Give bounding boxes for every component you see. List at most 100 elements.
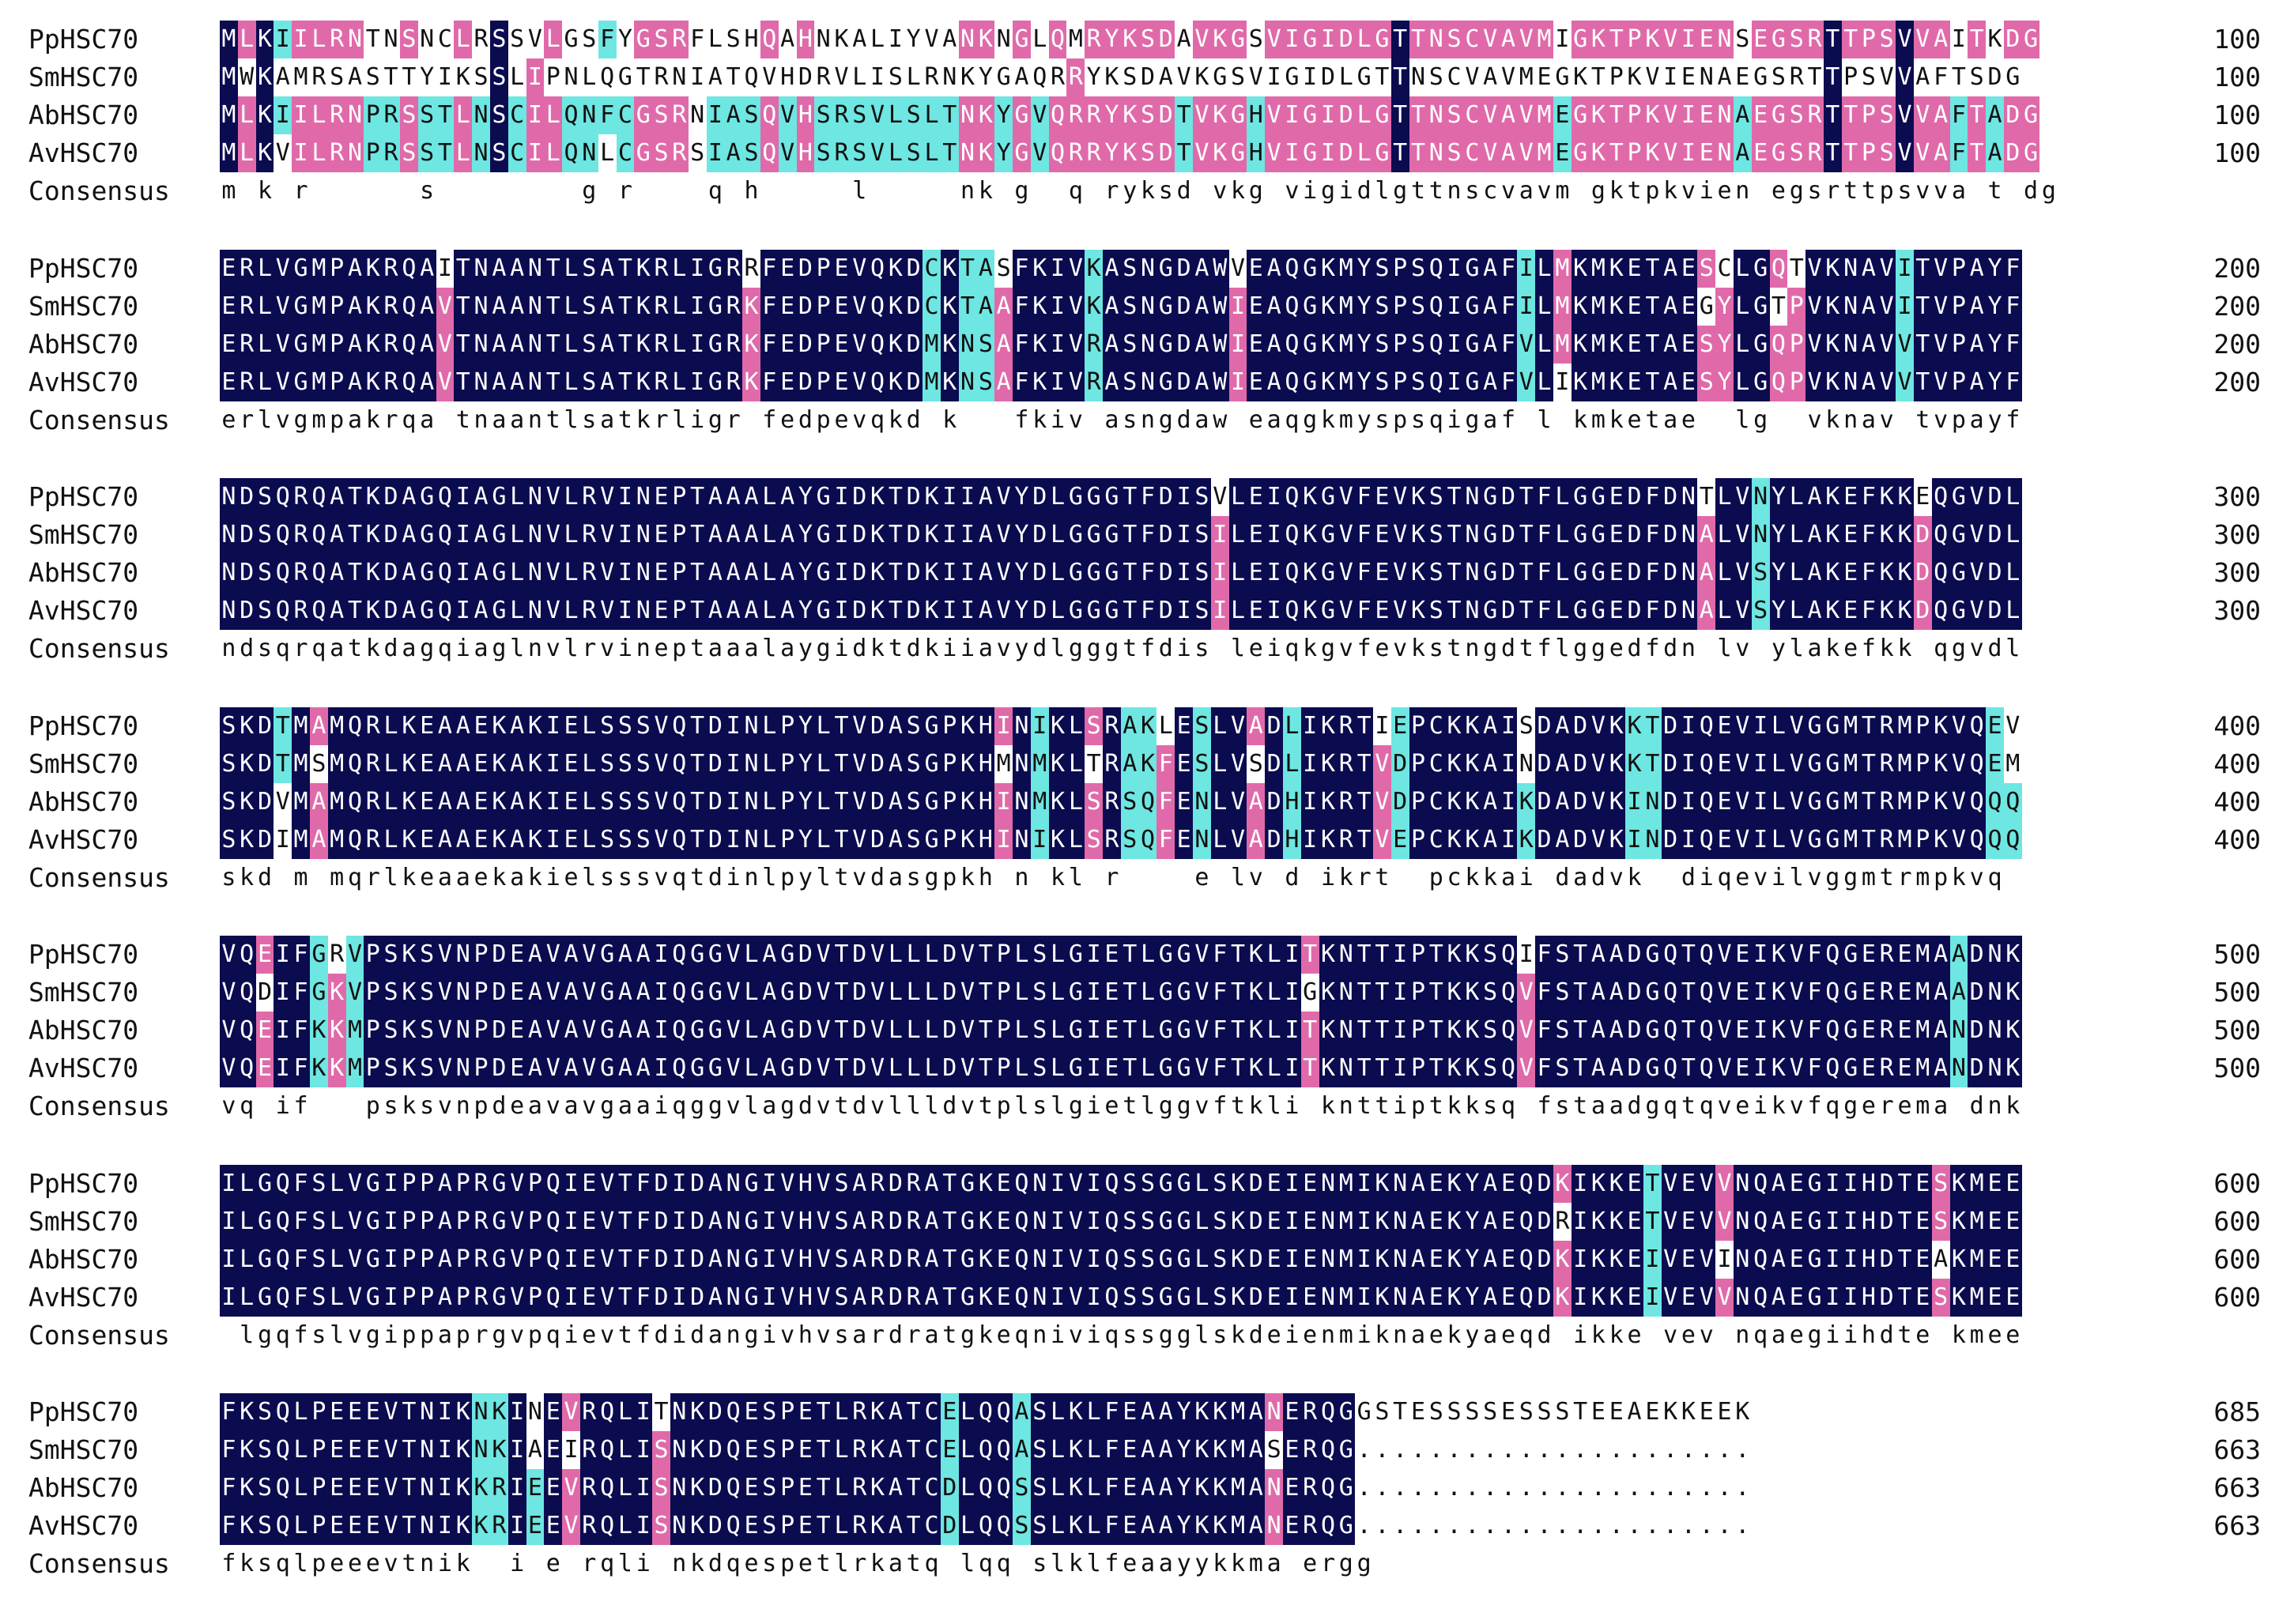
residue-cell: L — [1138, 974, 1157, 1012]
residue-cell: V — [814, 936, 833, 974]
consensus-residue: l — [1555, 635, 1570, 662]
residue-cell: F — [1355, 516, 1373, 554]
residue-cell: A — [1931, 1240, 1950, 1279]
residue-cell: I — [940, 516, 959, 554]
residue-cell: T — [544, 363, 563, 401]
residue-cell: T — [1120, 1012, 1139, 1049]
consensus-residue — [1085, 401, 1103, 439]
residue-cell: T — [1968, 21, 1987, 58]
residue-cell: A — [507, 706, 526, 745]
residue-cell: T — [544, 325, 563, 364]
residue-cell: K — [886, 287, 905, 326]
consensus-residue — [1752, 172, 1770, 210]
residue-cell: P — [364, 974, 383, 1012]
residue-cell: F — [1013, 249, 1031, 288]
residue-cell: A — [472, 478, 490, 516]
residue-cell: S — [489, 21, 508, 58]
consensus-residue: n — [474, 405, 489, 434]
residue-cell: A — [976, 554, 995, 592]
residue-cell: T — [688, 744, 707, 783]
residue-cell: N — [1949, 1049, 1968, 1087]
residue-cell: L — [507, 516, 526, 554]
residue-cell: I — [670, 1278, 689, 1317]
residue-cell: N — [958, 134, 977, 172]
residue-cell: E — [1427, 1164, 1446, 1203]
consensus-residue: q — [870, 405, 885, 434]
consensus-residue: t — [1861, 177, 1876, 205]
residue-cell: G — [1571, 134, 1590, 172]
residue-cell: E — [1175, 706, 1194, 745]
residue-cell: T — [382, 58, 400, 96]
consensus-residue: v — [1068, 405, 1083, 434]
residue-cell: T — [688, 478, 707, 516]
residue-cell: A — [1193, 287, 1211, 326]
residue-cell: . — [1733, 1431, 1752, 1469]
consensus-residue: l — [1051, 635, 1066, 662]
consensus-residue: m — [1338, 1321, 1353, 1349]
residue-cell: T — [1643, 744, 1662, 783]
sequence-name-label: PpHSC70 — [28, 939, 139, 970]
consensus-residue: e — [1681, 1321, 1696, 1349]
consensus-residue: v — [1915, 177, 1930, 205]
residue-cell: T — [1373, 936, 1391, 974]
residue-cell: N — [742, 782, 760, 821]
residue-cell: V — [562, 1393, 580, 1431]
residue-cell: K — [688, 1431, 707, 1469]
consensus-residue: d — [1158, 635, 1173, 662]
residue-cell: K — [255, 58, 274, 96]
residue-cell: M — [1913, 1012, 1932, 1049]
residue-cell: L — [1715, 478, 1734, 516]
consensus-residue: d — [383, 635, 398, 662]
consensus-residue — [1787, 401, 1805, 439]
residue-cell: A — [1805, 478, 1824, 516]
consensus-residue — [959, 401, 977, 439]
residue-cell: D — [1265, 706, 1284, 745]
consensus-residue: n — [527, 405, 542, 434]
residue-cell: C — [1462, 21, 1481, 58]
residue-cell: G — [814, 554, 833, 592]
residue-cell: G — [2003, 58, 2022, 96]
residue-cell: Y — [796, 782, 815, 821]
consensus-residue: k — [1447, 1321, 1462, 1349]
residue-cell: Y — [1103, 96, 1121, 134]
consensus-residue: i — [942, 635, 957, 662]
residue-cell: P — [1607, 58, 1626, 96]
residue-cell: I — [1319, 134, 1338, 172]
residue-cell: A — [706, 1164, 725, 1203]
residue-cell: L — [1013, 936, 1031, 974]
residue-cell: N — [220, 554, 238, 592]
consensus-residue: e — [1771, 177, 1786, 205]
residue-cell: D — [1535, 1202, 1553, 1241]
residue-cell: I — [1751, 974, 1770, 1012]
consensus-residue: p — [672, 635, 687, 662]
consensus-residue: i — [1303, 177, 1318, 205]
consensus-residue: n — [672, 1550, 687, 1577]
residue-cell: L — [1210, 744, 1229, 783]
residue-cell: K — [1319, 1012, 1338, 1049]
consensus-residue: e — [744, 1550, 759, 1577]
residue-cell: V — [1481, 96, 1500, 134]
residue-cell: W — [1210, 249, 1229, 288]
residue-cell: V — [436, 325, 455, 364]
residue-cell: G — [1228, 96, 1247, 134]
residue-cell: . — [1373, 1431, 1391, 1469]
consensus-residue: k — [492, 863, 507, 891]
residue-cell: L — [1210, 782, 1229, 821]
consensus-residue: i — [636, 1550, 651, 1577]
residue-cell: F — [1138, 592, 1157, 630]
residue-cell: D — [1535, 1278, 1553, 1317]
residue-cell: A — [598, 363, 617, 401]
residue-cell: T — [976, 1049, 995, 1087]
residue-cell: V — [1390, 516, 1409, 554]
residue-cell: F — [1355, 554, 1373, 592]
residue-cell: K — [1445, 1012, 1463, 1049]
residue-cell: F — [220, 1507, 238, 1545]
sequence-name-label: AbHSC70 — [28, 557, 139, 588]
residue-cell: Y — [1013, 478, 1031, 516]
residue-cell: K — [454, 58, 473, 96]
residue-cell: L — [1787, 592, 1806, 630]
residue-cell: G — [1103, 516, 1121, 554]
residue-cell: G — [1373, 21, 1391, 58]
residue-cell: V — [1787, 706, 1806, 745]
